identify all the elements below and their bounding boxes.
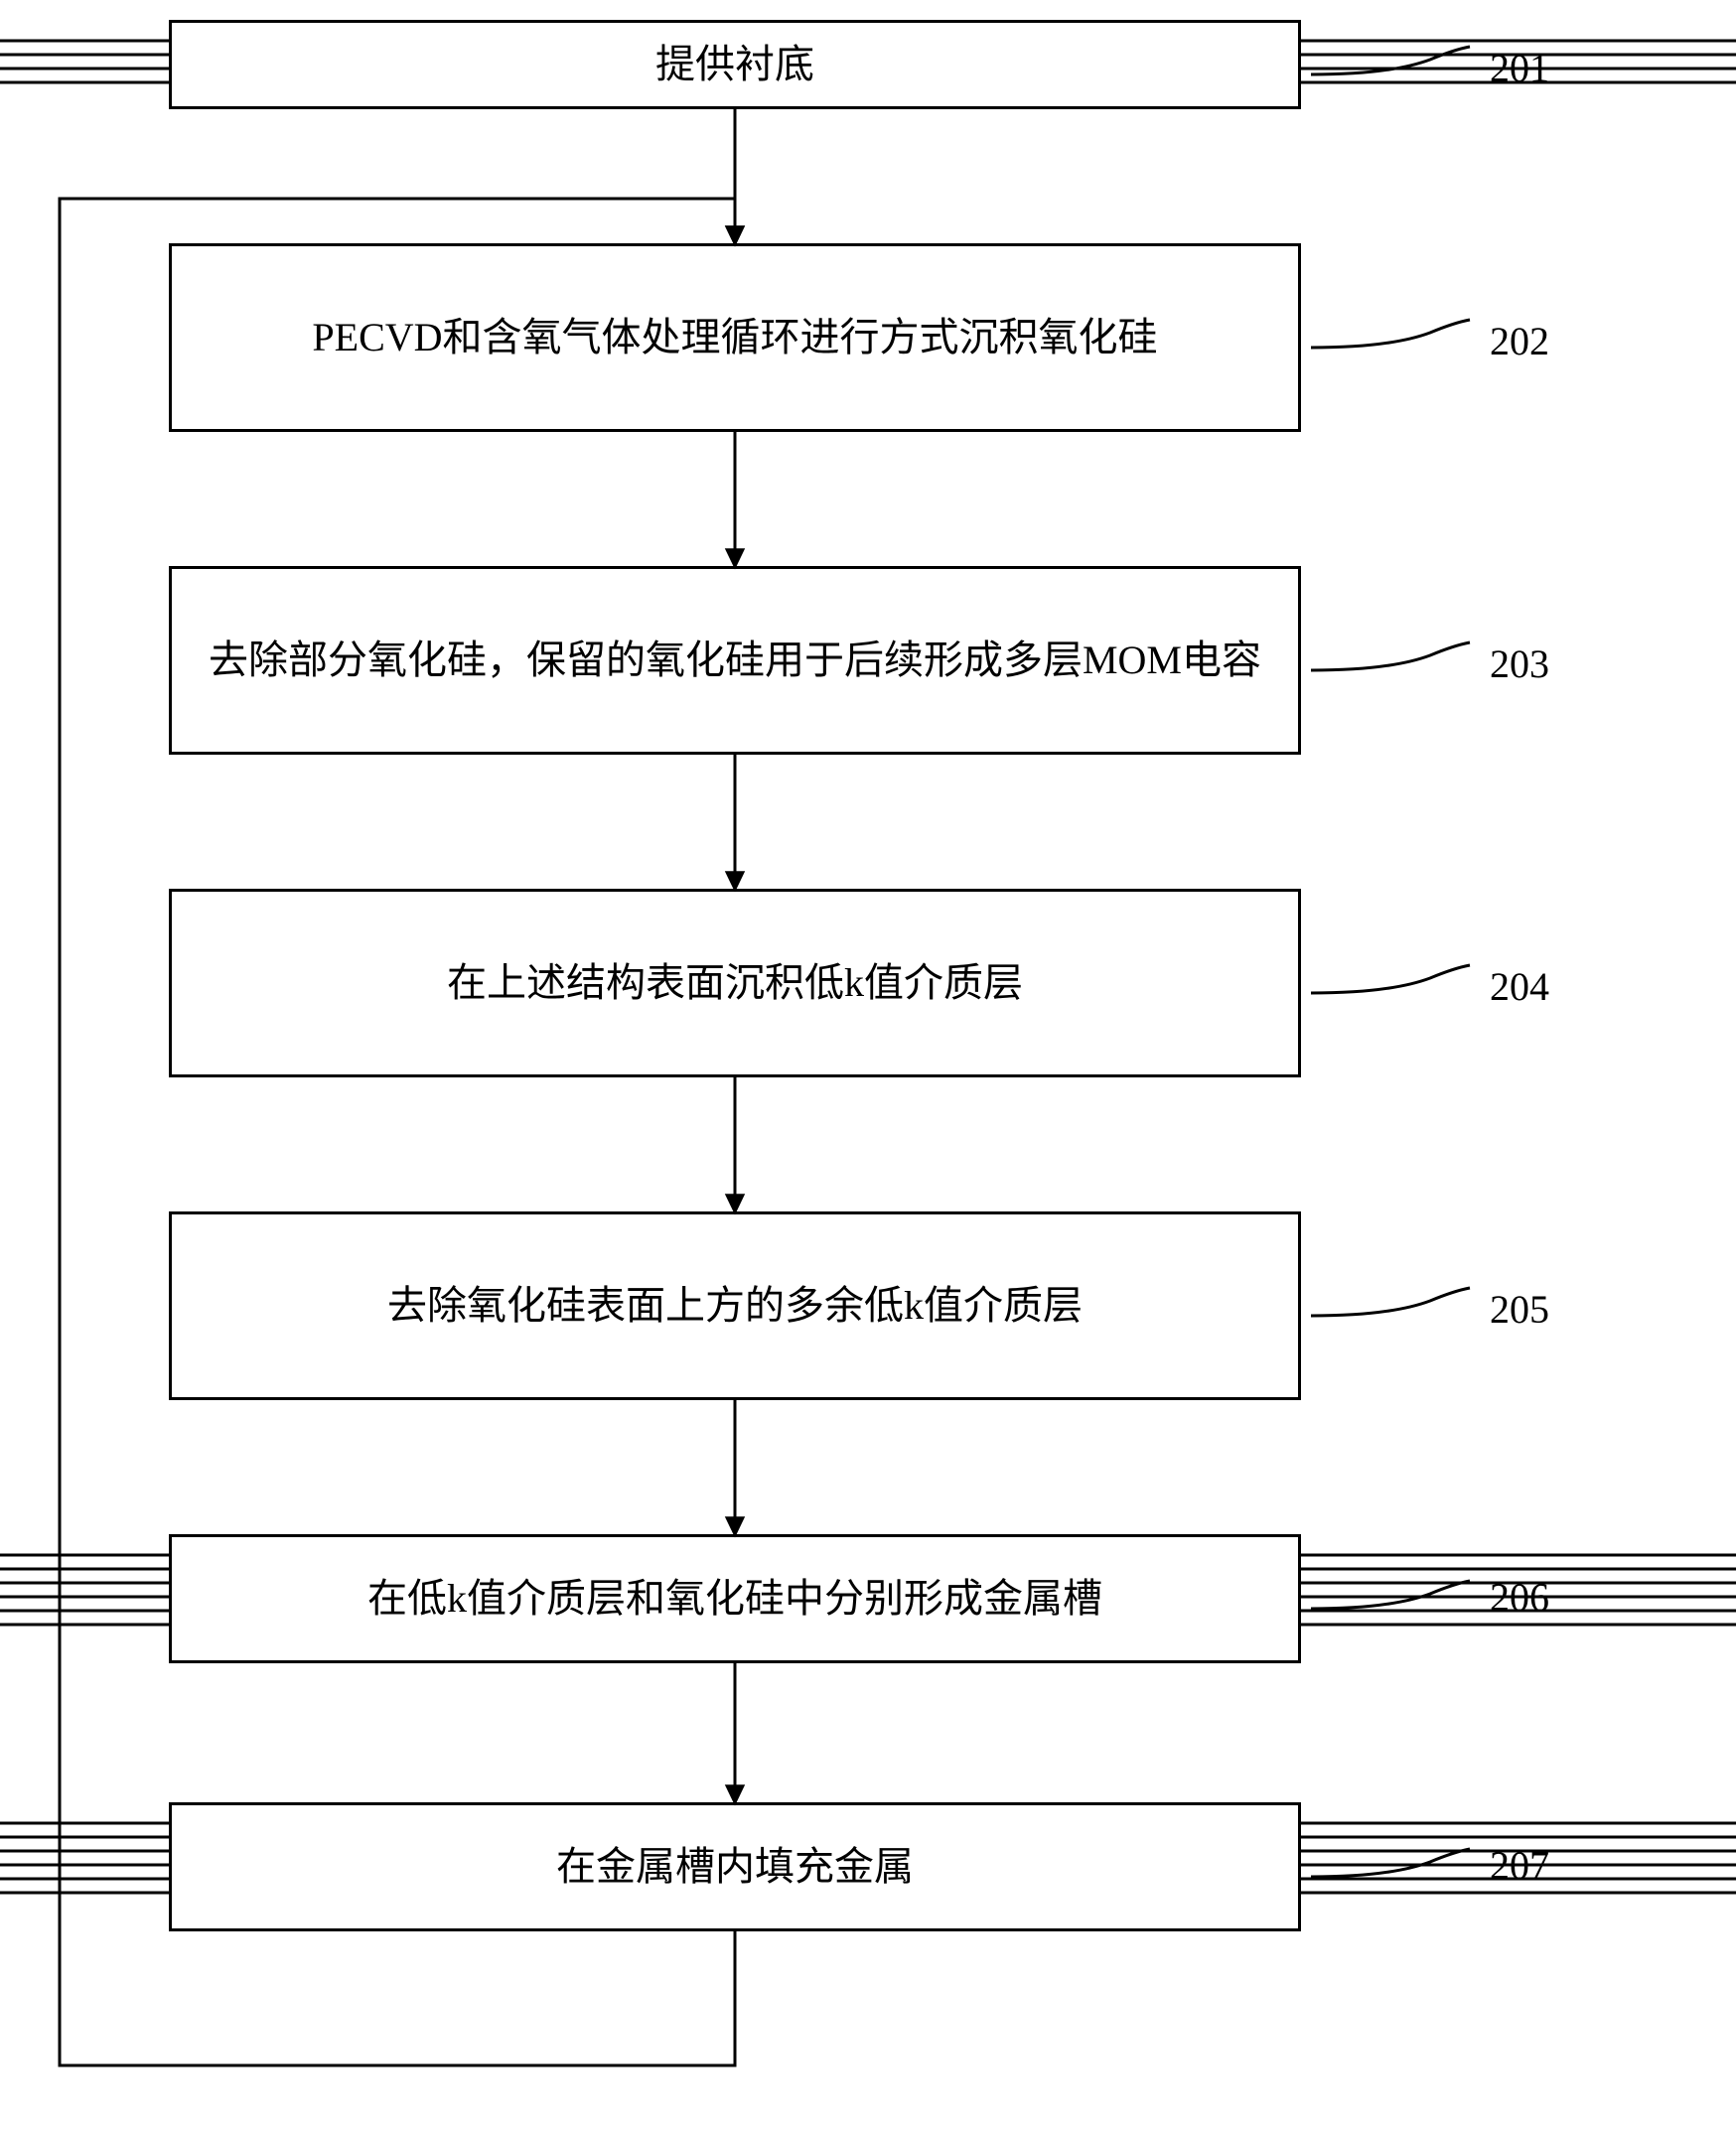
leader-line-icon	[1311, 1837, 1490, 1897]
leader-line-icon	[1311, 308, 1490, 367]
leader-line-icon	[1311, 1569, 1490, 1629]
step-number-207: 207	[1490, 1842, 1549, 1889]
leader-line-icon	[1311, 1276, 1490, 1336]
leader-line-icon	[1311, 35, 1490, 94]
step-number-205: 205	[1490, 1286, 1549, 1333]
step-number-206: 206	[1490, 1574, 1549, 1621]
leader-line-icon	[1311, 631, 1490, 690]
step-label: 提供衬底	[655, 41, 814, 88]
flowchart-canvas: 提供衬底201PECVD和含氧气体处理循环进行方式沉积氧化硅202去除部分氧化硅…	[0, 0, 1736, 2129]
hatch-left-icon	[0, 35, 169, 134]
leader-line-icon	[1311, 953, 1490, 1013]
step-number-204: 204	[1490, 963, 1549, 1010]
step-number-202: 202	[1490, 318, 1549, 364]
loop-arrow-icon	[42, 181, 753, 2083]
step-number-203: 203	[1490, 640, 1549, 687]
step-number-201: 201	[1490, 45, 1549, 91]
